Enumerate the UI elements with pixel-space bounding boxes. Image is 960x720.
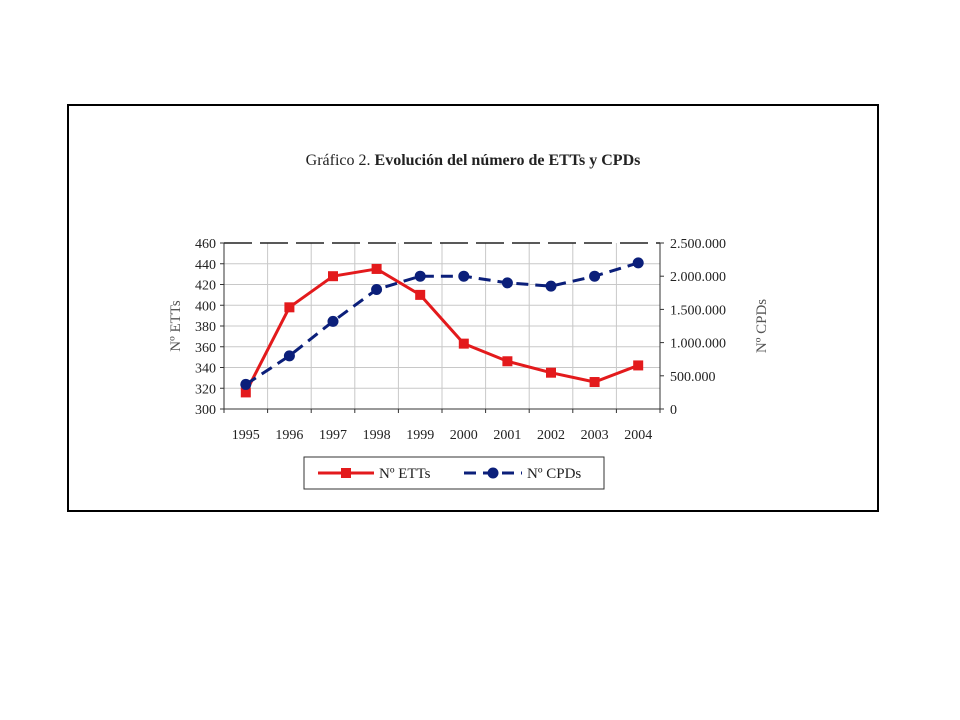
y-left-tick-label: 320: [195, 382, 216, 397]
legend-label-etts: Nº ETTs: [379, 466, 431, 482]
legend: Nº ETTs Nº CPDs: [303, 456, 605, 490]
x-tick-label: 1995: [232, 428, 260, 443]
data-point-cpds: [371, 283, 383, 295]
y-left-axis-label: Nº ETTs: [168, 300, 184, 352]
x-tick-label: 2000: [450, 428, 478, 443]
x-tick-label: 2004: [624, 428, 652, 443]
legend-marker-etts: [341, 468, 351, 478]
data-point-etts: [633, 360, 644, 371]
y-left-tick-label: 300: [195, 403, 216, 418]
x-tick-label: 1999: [406, 428, 434, 443]
y-left-tick-label: 380: [195, 320, 216, 335]
data-point-etts: [502, 356, 513, 367]
chart-frame: Gráfico 2. Evolución del número de ETTs …: [67, 104, 879, 512]
data-point-cpds: [589, 270, 601, 282]
data-point-cpds: [545, 280, 557, 292]
y-right-tick-label: 500.000: [670, 370, 716, 385]
data-point-cpds: [501, 277, 513, 289]
x-tick-label: 1996: [275, 428, 303, 443]
data-point-cpds: [327, 315, 339, 327]
y-left-tick-label: 400: [195, 299, 216, 314]
y-right-tick-label: 2.000.000: [670, 270, 726, 285]
x-tick-label: 2003: [581, 428, 609, 443]
y-right-tick-label: 2.500.000: [670, 237, 726, 252]
y-left-tick-label: 340: [195, 362, 216, 377]
y-left-tick-label: 460: [195, 237, 216, 252]
x-tick-label: 1998: [363, 428, 391, 443]
data-point-etts: [284, 302, 295, 313]
series-line-1: [244, 261, 639, 386]
data-point-cpds: [632, 257, 644, 269]
y-left-tick-label: 420: [195, 279, 216, 294]
legend-marker-cpds: [487, 467, 499, 479]
y-right-axis-label: Nº CPDs: [754, 299, 770, 353]
series-layer: [240, 257, 644, 398]
y-right-tick-label: 1.500.000: [670, 303, 726, 318]
data-point-etts: [546, 367, 556, 378]
data-point-etts: [328, 271, 338, 282]
chart-title-main: Evolución del número de ETTs y CPDs: [374, 152, 641, 169]
data-point-cpds: [458, 270, 470, 282]
data-point-etts: [589, 377, 600, 388]
grid: [224, 242, 660, 409]
chart-title-prefix: Gráfico 2.: [305, 152, 371, 169]
chart-title: Gráfico 2. Evolución del número de ETTs …: [69, 152, 877, 170]
data-point-etts: [458, 338, 469, 349]
x-tick-label: 2001: [493, 428, 521, 443]
x-tick-label: 2002: [537, 428, 565, 443]
data-point-cpds: [240, 378, 252, 390]
data-point-etts: [371, 263, 382, 274]
legend-label-cpds: Nº CPDs: [527, 466, 581, 482]
data-point-cpds: [283, 350, 295, 362]
x-tick-label: 1997: [319, 428, 347, 443]
y-left-tick-label: 360: [195, 341, 216, 356]
data-point-cpds: [414, 270, 426, 282]
data-point-etts: [240, 387, 251, 398]
series-line-0: [244, 267, 639, 394]
y-left-tick-label: 440: [195, 258, 216, 273]
y-right-tick-label: 0: [670, 403, 677, 418]
data-point-etts: [415, 289, 426, 300]
y-right-tick-label: 1.000.000: [670, 337, 726, 352]
axes: 300 320 340 360 380 400 420 440 460 0 500.000 1.000…: [168, 237, 770, 443]
chart-svg: 300 320 340 360 380 400 420 440 460 0 500.000 1.000…: [168, 237, 770, 490]
